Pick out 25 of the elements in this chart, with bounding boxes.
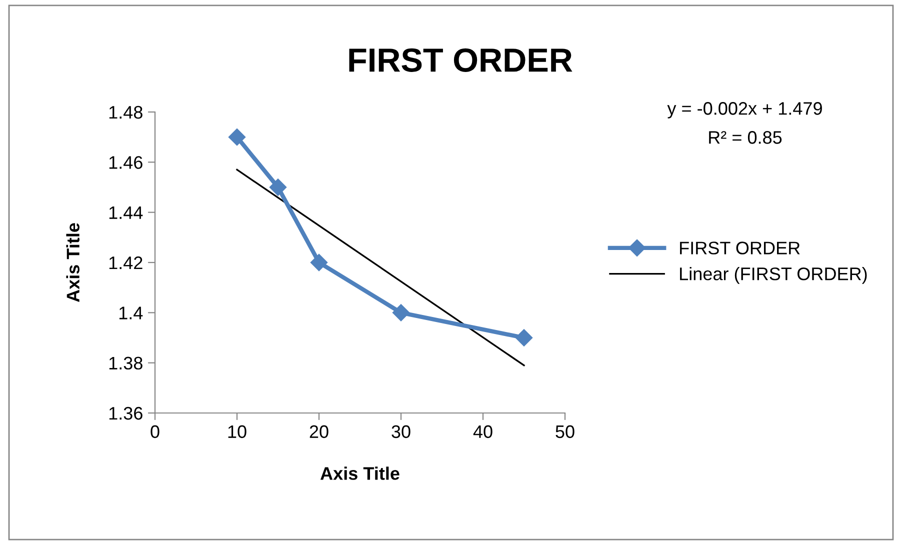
x-tick-label: 20	[310, 425, 328, 438]
x-tick-label: 50	[556, 425, 574, 438]
x-axis-title: Axis Title	[320, 466, 400, 480]
chart-title: FIRST ORDER	[349, 48, 572, 72]
text: R² = 0.85	[709, 131, 782, 144]
y-tick-label: 1.4	[119, 306, 143, 320]
y-tick-label: 1.38	[109, 356, 142, 370]
point	[310, 254, 328, 272]
y-tick-label: 1.36	[109, 406, 142, 420]
legend-label: Linear (FIRST ORDER)	[680, 267, 867, 284]
legend-label: FIRST ORDER	[680, 242, 800, 254]
y-tick-label: 1.48	[109, 106, 142, 119]
y-tick-label: 1.46	[109, 156, 142, 169]
point	[269, 178, 287, 196]
x-tick-label: 10	[228, 425, 246, 438]
y-axis-title: Axis Title	[66, 223, 80, 302]
y-tick-label: 1.44	[109, 206, 143, 219]
point	[392, 304, 410, 322]
point	[228, 128, 246, 146]
x-tick-label: 0	[150, 425, 160, 438]
y-tick-label: 1.42	[109, 256, 142, 270]
text: y = -0.002x + 1.479	[667, 102, 822, 118]
x-tick-label: 30	[392, 425, 410, 438]
x-tick-label: 40	[473, 425, 492, 438]
point	[515, 329, 533, 346]
